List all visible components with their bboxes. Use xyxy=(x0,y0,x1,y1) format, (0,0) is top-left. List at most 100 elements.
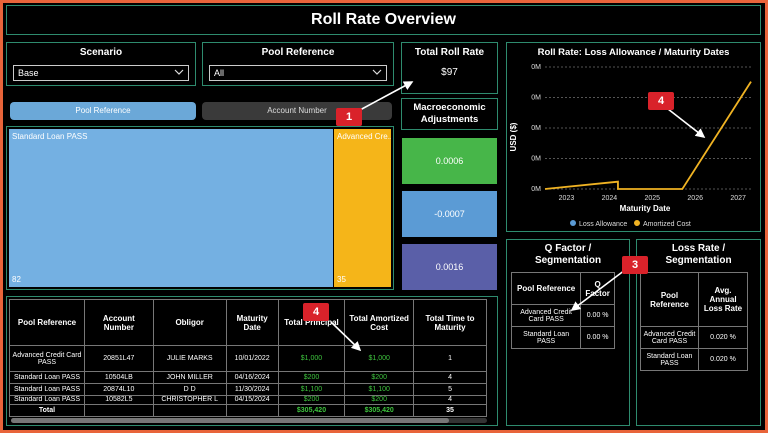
cell-time-to-maturity: 5 xyxy=(413,383,487,396)
x-axis-label: Maturity Date xyxy=(620,204,671,213)
cell-account-number: 20851L47 xyxy=(83,345,154,372)
cell-principal: $200 xyxy=(277,395,346,405)
treemap-tile-advanced-credit[interactable]: Advanced Cre... 35 xyxy=(334,129,391,287)
table-row[interactable]: Standard Loan PASS 10582L5 CHRISTOPHER L… xyxy=(9,395,487,405)
cell-pool-reference: Advanced Credit Card PASS xyxy=(640,326,699,349)
cell-q-factor: 0.00 % xyxy=(580,326,615,349)
column-header[interactable]: Avg. Annual Loss Rate xyxy=(697,272,749,327)
cell-pool-reference: Advanced Credit Card PASS xyxy=(9,345,85,372)
macro-header: Macroeconomic Adjustments xyxy=(401,98,498,130)
chevron-down-icon xyxy=(372,69,382,75)
pool-reference-panel: Pool Reference All xyxy=(202,42,394,86)
chevron-down-icon xyxy=(174,69,184,75)
cell-amortized-cost: $1,100 xyxy=(344,383,415,396)
table-row[interactable]: Standard Loan PASS 20874L10 D D 11/30/20… xyxy=(9,383,487,396)
x-tick-label: 2025 xyxy=(645,195,661,202)
q-factor-title: Q Factor / Segmentation xyxy=(534,243,602,266)
macro-label: Macroeconomic Adjustments xyxy=(413,102,486,125)
legend-swatch-loss-allowance xyxy=(570,220,576,226)
cell-time-to-maturity: 4 xyxy=(413,395,487,405)
treemap-tile-count: 82 xyxy=(12,275,21,284)
scrollbar-thumb[interactable] xyxy=(11,418,449,423)
treemap-panel: Standard Loan PASS 82 Advanced Cre... 35 xyxy=(6,126,394,290)
cell-amortized-cost: $1,000 xyxy=(344,345,415,372)
y-axis-label: USD ($) xyxy=(509,122,518,151)
scenario-select[interactable]: Base xyxy=(13,65,189,81)
legend-label-amortized-cost: Amortized Cost xyxy=(643,221,691,228)
roll-rate-chart: 0M 0M 0M 0M 0M 2023 2024 2025 2026 2027 USD ($) M… xyxy=(509,64,752,228)
macro-adjustment-tile: -0.0007 xyxy=(402,191,497,237)
cell-pool-reference: Standard Loan PASS xyxy=(9,383,85,396)
cell-account-number: 20874L10 xyxy=(83,383,154,396)
table-row[interactable]: Standard Loan PASS 0.00 % xyxy=(510,326,615,349)
total-label: Total xyxy=(9,404,85,417)
treemap-tile-label: Advanced Cre... xyxy=(337,132,391,141)
total-roll-rate-label: Total Roll Rate xyxy=(414,47,485,58)
table-row[interactable]: Advanced Credit Card PASS 0.00 % xyxy=(510,304,615,327)
legend-label-loss-allowance: Loss Allowance xyxy=(579,221,627,228)
pool-reference-value: All xyxy=(214,68,225,78)
x-tick-label: 2024 xyxy=(602,195,618,202)
y-tick-label: 0M xyxy=(531,95,541,102)
column-header[interactable]: Total Time to Maturity xyxy=(413,299,487,346)
total-amortized-cost: $305,420 xyxy=(344,404,415,417)
horizontal-scrollbar[interactable] xyxy=(11,418,487,423)
column-header[interactable]: Pool Reference xyxy=(510,272,582,305)
loans-table-panel: Pool Reference Account Number Obligor Ma… xyxy=(6,296,498,426)
account-number-toggle[interactable]: Account Number xyxy=(202,102,392,120)
column-header[interactable]: Pool Reference xyxy=(9,299,85,346)
callout-badge: 3 xyxy=(622,256,648,274)
table-row[interactable]: Standard Loan PASS 0.020 % xyxy=(640,348,749,371)
column-header[interactable]: Pool Reference xyxy=(640,272,699,327)
column-header[interactable]: Obligor xyxy=(152,299,227,346)
cell-maturity-date: 04/15/2024 xyxy=(225,395,279,405)
legend-swatch-amortized-cost xyxy=(634,220,640,226)
callout-badge: 4 xyxy=(303,303,329,321)
pool-reference-toggle[interactable]: Pool Reference xyxy=(10,102,196,120)
scenario-panel: Scenario Base xyxy=(6,42,196,86)
macro-adjustment-tile: 0.0006 xyxy=(402,138,497,184)
table-row[interactable]: Advanced Credit Card PASS 20851L47 JULIE… xyxy=(9,345,487,372)
cell-principal: $200 xyxy=(277,371,346,384)
total-empty xyxy=(152,404,227,417)
callout-badge: 4 xyxy=(648,92,674,110)
column-header[interactable]: Maturity Date xyxy=(225,299,279,346)
cell-amortized-cost: $200 xyxy=(344,371,415,384)
column-header[interactable]: Account Number xyxy=(83,299,154,346)
cell-loss-rate: 0.020 % xyxy=(697,348,749,371)
x-tick-label: 2026 xyxy=(687,195,703,202)
total-roll-rate-value: $97 xyxy=(441,67,458,78)
chart-title: Roll Rate: Loss Allowance / Maturity Dat… xyxy=(537,47,730,58)
x-tick-label: 2027 xyxy=(730,195,746,202)
y-tick-label: 0M xyxy=(531,156,541,163)
column-header[interactable]: Q Factor xyxy=(580,272,615,305)
total-empty xyxy=(225,404,279,417)
cell-time-to-maturity: 4 xyxy=(413,371,487,384)
cell-pool-reference: Standard Loan PASS xyxy=(9,395,85,405)
cell-maturity-date: 10/01/2022 xyxy=(225,345,279,372)
cell-obligor: JOHN MILLER xyxy=(152,371,227,384)
table-row[interactable]: Advanced Credit Card PASS 0.020 % xyxy=(640,326,749,349)
cell-principal: $1,000 xyxy=(277,345,346,372)
series-line-amortized-cost[interactable] xyxy=(544,81,752,190)
column-header[interactable]: Total Amortized Cost xyxy=(344,299,415,346)
cell-pool-reference: Advanced Credit Card PASS xyxy=(510,304,582,327)
y-tick-label: 0M xyxy=(531,125,541,132)
callout-badge: 1 xyxy=(336,108,362,126)
treemap-tile-label: Standard Loan PASS xyxy=(12,132,88,141)
table-total-row: Total $305,420 $305,420 35 xyxy=(9,404,487,417)
pool-reference-label: Pool Reference xyxy=(261,47,335,58)
x-tick-label: 2023 xyxy=(559,195,575,202)
y-tick-label: 0M xyxy=(531,186,541,193)
table-row[interactable]: Standard Loan PASS 10504LB JOHN MILLER 0… xyxy=(9,371,487,384)
treemap-tile-standard-loan[interactable]: Standard Loan PASS 82 xyxy=(9,129,333,287)
cell-pool-reference: Standard Loan PASS xyxy=(9,371,85,384)
pool-reference-select[interactable]: All xyxy=(209,65,387,81)
loss-rate-table: Pool Reference Avg. Annual Loss Rate Adv… xyxy=(640,272,749,371)
cell-account-number: 10504LB xyxy=(83,371,154,384)
cell-obligor: D D xyxy=(152,383,227,396)
scenario-value: Base xyxy=(18,68,39,78)
loss-rate-title: Loss Rate / Segmentation xyxy=(665,243,732,266)
cell-time-to-maturity: 1 xyxy=(413,345,487,372)
scenario-label: Scenario xyxy=(79,47,123,58)
